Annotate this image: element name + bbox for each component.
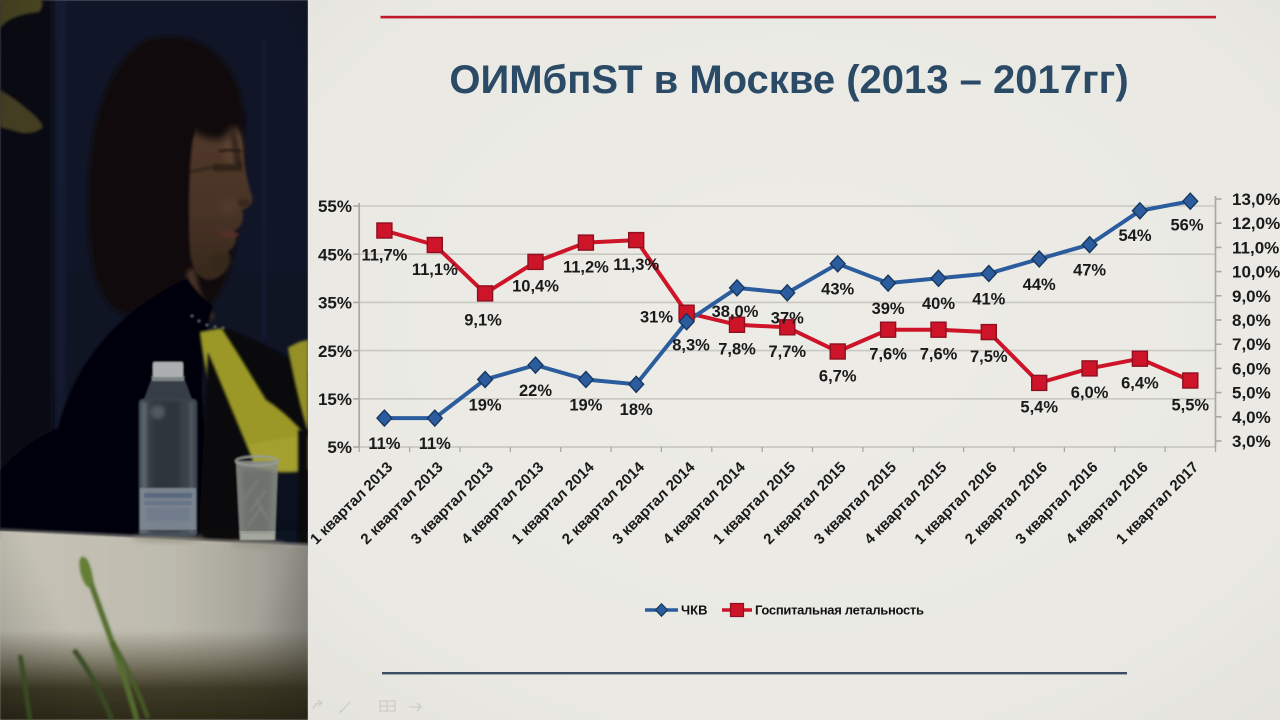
svg-text:19%: 19% (469, 396, 502, 414)
svg-text:10,4%: 10,4% (512, 278, 559, 296)
svg-text:5%: 5% (327, 438, 352, 457)
svg-text:11,1%: 11,1% (412, 261, 458, 279)
svg-text:15%: 15% (318, 390, 352, 409)
svg-text:38,0%: 38,0% (712, 303, 759, 321)
svg-text:11,0%: 11,0% (1232, 238, 1279, 257)
svg-text:ЧКВ: ЧКВ (681, 603, 707, 618)
svg-text:Госпитальная летальность: Госпитальная летальность (755, 603, 924, 618)
svg-text:37%: 37% (771, 310, 804, 328)
svg-text:6,7%: 6,7% (819, 367, 857, 385)
svg-text:18%: 18% (620, 401, 653, 419)
svg-text:45%: 45% (318, 245, 352, 264)
svg-text:8,0%: 8,0% (1232, 311, 1271, 330)
svg-text:7,6%: 7,6% (920, 346, 958, 364)
svg-text:35%: 35% (318, 294, 352, 313)
svg-text:56%: 56% (1170, 216, 1203, 234)
svg-text:11,3%: 11,3% (613, 256, 659, 274)
svg-text:7,7%: 7,7% (768, 343, 806, 361)
svg-text:54%: 54% (1118, 227, 1151, 245)
svg-text:9,0%: 9,0% (1232, 287, 1271, 306)
svg-text:25%: 25% (318, 342, 352, 361)
svg-text:7,5%: 7,5% (970, 348, 1008, 366)
svg-text:4,0%: 4,0% (1232, 408, 1271, 427)
svg-text:31%: 31% (640, 308, 673, 326)
svg-text:6,4%: 6,4% (1121, 375, 1159, 393)
svg-text:19%: 19% (569, 396, 602, 414)
svg-text:55%: 55% (318, 197, 352, 216)
svg-text:11%: 11% (419, 435, 451, 453)
svg-text:6,0%: 6,0% (1071, 384, 1109, 402)
svg-text:47%: 47% (1073, 261, 1106, 279)
svg-text:9,1%: 9,1% (464, 311, 502, 329)
svg-text:11%: 11% (368, 435, 400, 453)
svg-text:41%: 41% (972, 290, 1005, 308)
svg-text:5,4%: 5,4% (1020, 399, 1058, 417)
svg-text:5,0%: 5,0% (1232, 384, 1271, 403)
svg-text:13,0%: 13,0% (1232, 190, 1280, 209)
svg-text:8,3%: 8,3% (672, 336, 710, 354)
svg-text:5,5%: 5,5% (1171, 396, 1209, 414)
svg-text:7,6%: 7,6% (869, 346, 907, 364)
svg-text:12,0%: 12,0% (1232, 214, 1280, 233)
svg-text:11,2%: 11,2% (563, 258, 609, 276)
svg-text:22%: 22% (519, 382, 552, 400)
svg-text:44%: 44% (1023, 276, 1056, 294)
svg-text:10,0%: 10,0% (1232, 263, 1280, 282)
svg-text:3,0%: 3,0% (1232, 432, 1271, 451)
svg-text:40%: 40% (922, 295, 955, 313)
svg-text:39%: 39% (872, 300, 905, 318)
svg-text:7,8%: 7,8% (718, 341, 756, 359)
svg-text:ОИМбпST в Москве (2013 – 2017г: ОИМбпST в Москве (2013 – 2017гг) (449, 58, 1128, 102)
svg-text:6,0%: 6,0% (1232, 359, 1271, 378)
svg-text:7,0%: 7,0% (1232, 335, 1271, 354)
svg-text:43%: 43% (821, 281, 854, 299)
svg-text:11,7%: 11,7% (361, 246, 407, 264)
